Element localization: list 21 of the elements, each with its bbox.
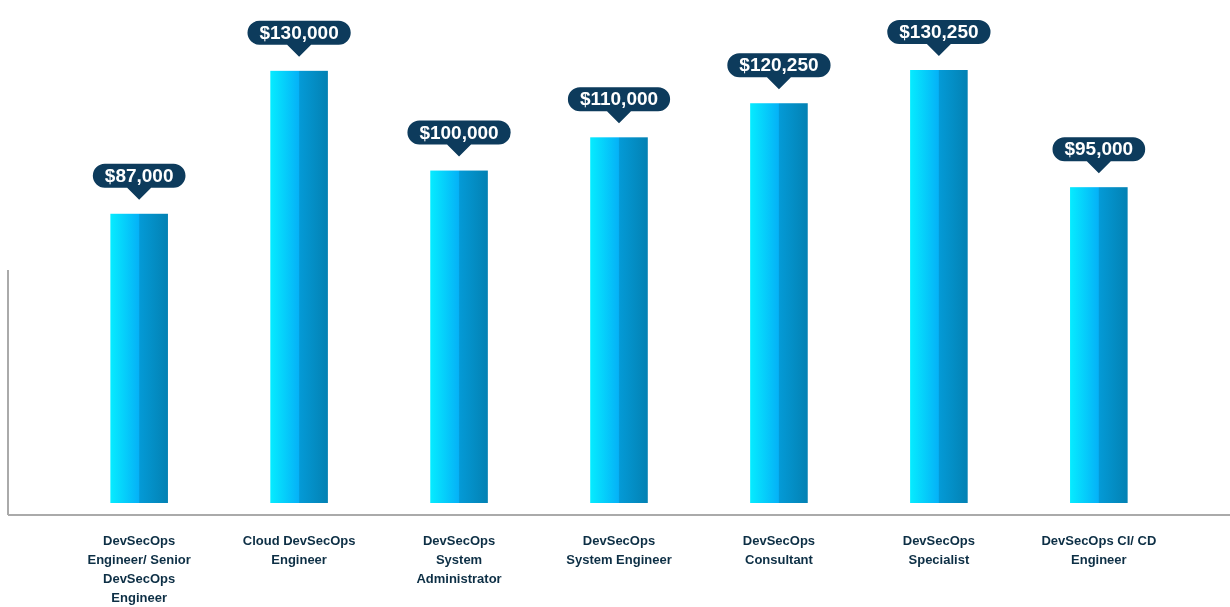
bar bbox=[110, 213, 168, 503]
bar bbox=[1070, 187, 1128, 503]
data-label: $95,000 bbox=[1064, 138, 1134, 160]
data-label: $130,000 bbox=[259, 21, 339, 43]
bar bbox=[590, 137, 648, 503]
bar bbox=[910, 70, 968, 503]
x-tick-label: DevSecOps Consultant bbox=[742, 533, 816, 567]
data-label: $110,000 bbox=[579, 88, 659, 110]
bar bbox=[430, 170, 488, 503]
bar bbox=[270, 70, 328, 503]
x-tick-label: DevSecOps Specialist bbox=[902, 533, 976, 567]
data-label: $130,250 bbox=[899, 21, 979, 43]
data-label: $100,000 bbox=[419, 121, 499, 143]
bar bbox=[750, 103, 808, 503]
data-label: $87,000 bbox=[104, 164, 174, 186]
x-tick-label: DevSecOps CI/ CD Engineer bbox=[1041, 533, 1157, 567]
x-tick-label: Cloud DevSecOps Engineer bbox=[242, 533, 356, 567]
data-label: $120,250 bbox=[739, 54, 819, 76]
x-tick-label: DevSecOps System Engineer bbox=[566, 533, 672, 567]
x-tick-label: DevSecOps System Administrator bbox=[416, 533, 502, 586]
x-tick-label: DevSecOps Engineer/ Senior DevSecOps Engineer bbox=[87, 533, 191, 605]
